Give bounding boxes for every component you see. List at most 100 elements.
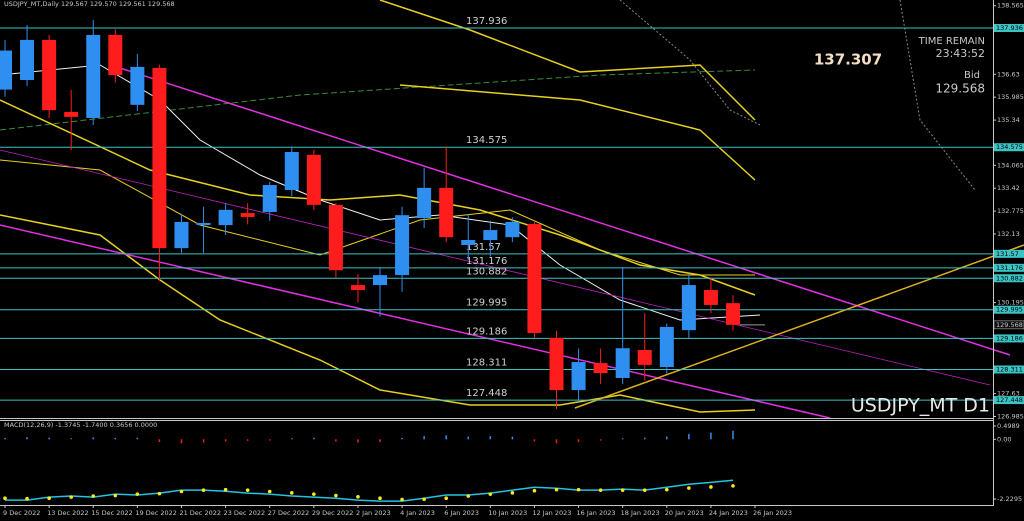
macd-signal-dot — [642, 488, 647, 492]
macd-histogram-bar — [136, 437, 139, 440]
candle-body — [527, 224, 542, 333]
band-mid-2 — [0, 159, 755, 276]
x-tick-label: 24 Jan 2023 — [709, 509, 748, 517]
candle-body — [615, 348, 630, 379]
macd-histogram-bar — [313, 437, 315, 440]
candle-body — [0, 50, 12, 90]
macd-histogram-bar — [445, 435, 447, 440]
macd-tick-label: -2.2295 — [997, 495, 1022, 503]
watermark: USDJPY_MT D1 — [851, 395, 990, 417]
candle-body — [350, 285, 365, 291]
x-tick-label: 23 Dec 2022 — [224, 509, 266, 517]
x-tick-label: 29 Dec 2022 — [312, 509, 354, 517]
macd-histogram-bar — [401, 437, 403, 440]
level-axis-label: 129.995 — [996, 306, 1023, 314]
x-tick-label: 21 Dec 2022 — [179, 509, 221, 517]
level-label: 128.311 — [466, 357, 507, 368]
price-info: 137.307 — [814, 51, 882, 69]
trendline — [574, 244, 1024, 409]
macd-histogram-bar — [489, 436, 492, 440]
level-axis-label: 137.936 — [996, 24, 1023, 32]
x-tick-label: 18 Jan 2023 — [621, 509, 660, 517]
macd-signal-dot — [532, 488, 537, 493]
cloud-edge — [899, 0, 976, 191]
macd-histogram-bar — [114, 437, 117, 440]
macd-histogram-bar — [643, 437, 646, 440]
macd-signal-dot — [201, 488, 206, 492]
macd-signal-dot — [267, 489, 272, 494]
macd-signal-dot — [488, 492, 493, 496]
x-tick-label: 16 Jan 2023 — [577, 509, 616, 517]
y-tick-label: 130.195 — [997, 299, 1024, 307]
candle-body — [42, 39, 57, 111]
macd-line — [5, 479, 734, 502]
macd-signal-dot — [731, 484, 735, 488]
macd-histogram-bar — [70, 438, 72, 440]
macd-signal-dot — [312, 492, 316, 496]
macd-signal-dot — [687, 486, 691, 490]
level-axis-label: 129.186 — [996, 334, 1023, 342]
y-tick-label: 132.13 — [997, 230, 1020, 238]
y-tick-label: 135.985 — [997, 93, 1024, 101]
candle-body — [86, 34, 101, 118]
x-tick-label: 10 Jan 2023 — [488, 509, 527, 517]
level-axis-box — [994, 274, 1024, 283]
macd-histogram-bar — [180, 439, 183, 444]
macd-signal-dot — [620, 488, 625, 492]
band-upper-2 — [399, 84, 756, 181]
macd-histogram-bar — [710, 432, 712, 440]
macd-histogram-bar — [158, 439, 161, 442]
macd-signal-dot — [444, 496, 449, 500]
level-axis-box — [994, 249, 1024, 258]
macd-signal-dot — [576, 487, 581, 492]
macd-signal-dot — [598, 488, 603, 492]
candle-body — [549, 337, 564, 391]
candle-body — [306, 154, 321, 205]
macd-signal-dot — [400, 497, 404, 502]
trendline — [0, 224, 831, 419]
macd-tick-label: 0.4989 — [997, 422, 1020, 430]
candle-body — [196, 222, 211, 226]
macd-histogram-bar — [467, 436, 470, 440]
macd-signal-dot — [510, 491, 515, 495]
macd-histogram-bar — [335, 439, 337, 442]
macd-histogram-bar — [688, 433, 690, 440]
macd-histogram-bar — [26, 437, 28, 440]
macd-histogram-bar — [48, 437, 50, 440]
candle-body — [262, 185, 277, 212]
candle-body — [218, 209, 233, 226]
candle-body — [439, 187, 454, 238]
level-label: 137.936 — [466, 16, 507, 27]
bid-value: 129.568 — [935, 82, 985, 96]
y-tick-label: 134.065 — [997, 161, 1024, 169]
macd-histogram-bar — [599, 439, 602, 441]
macd-histogram-bar — [423, 436, 425, 440]
long-ma — [0, 69, 756, 131]
level-axis-box — [994, 143, 1024, 152]
level-axis-label: 128.311 — [996, 365, 1023, 373]
y-tick-label: 127.63 — [997, 390, 1020, 398]
y-tick-label: 135.34 — [997, 116, 1020, 124]
y-tick-label: 133.42 — [997, 184, 1020, 192]
y-tick-label: 132.775 — [997, 207, 1024, 215]
level-axis-box — [994, 334, 1024, 343]
band-upper — [379, 0, 756, 121]
macd-signal-dot — [3, 496, 7, 500]
macd-signal-dot — [135, 492, 140, 496]
level-label: 127.448 — [466, 388, 507, 399]
bid-axis-box — [993, 320, 1024, 330]
x-tick-label: 13 Dec 2022 — [47, 509, 89, 517]
macd-signal-dot — [422, 497, 426, 502]
indicators — [0, 0, 1024, 419]
x-tick-label: 2 Jan 2023 — [356, 509, 391, 517]
x-tick-label: 15 Dec 2022 — [91, 509, 133, 517]
macd-histogram-bar — [291, 438, 293, 440]
candle-body — [20, 39, 35, 81]
macd-signal-dot — [289, 491, 294, 495]
macd-signal-dot — [69, 495, 73, 499]
level-axis-box — [994, 263, 1024, 272]
x-tick-label: 27 Dec 2022 — [268, 509, 310, 517]
macd-histogram-bar — [666, 436, 668, 440]
macd-tick-label: 0.00 — [997, 435, 1011, 443]
